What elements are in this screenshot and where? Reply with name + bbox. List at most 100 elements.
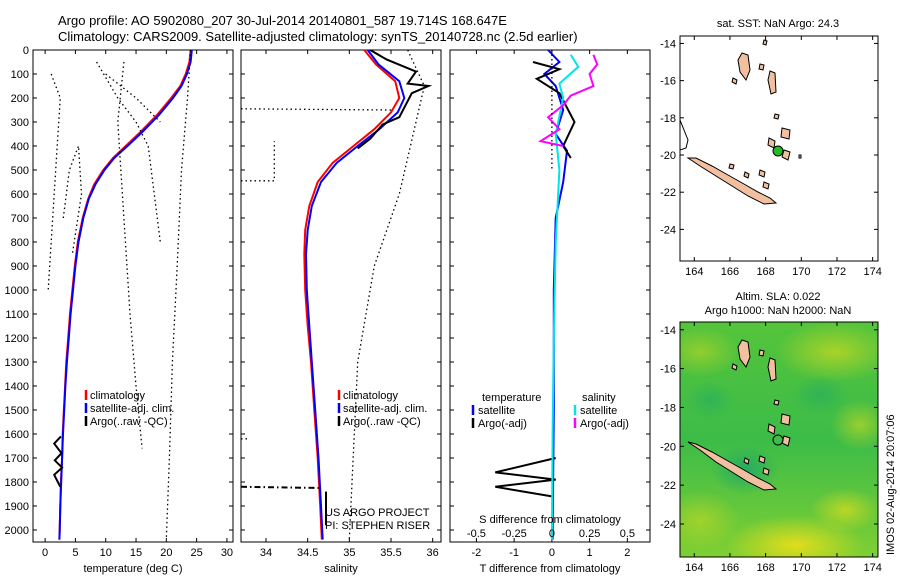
argo-float-marker bbox=[772, 145, 784, 157]
y-tick-label: 700 bbox=[11, 213, 29, 225]
map-y-tick-label: -24 bbox=[660, 519, 676, 531]
x-tick-label: 15 bbox=[130, 547, 142, 559]
s-tick-label: 0 bbox=[549, 528, 555, 540]
map-x-tick-label: 174 bbox=[863, 562, 881, 574]
series-argo-raw-qc- bbox=[52, 435, 64, 488]
s-tick-label: -0.5 bbox=[467, 528, 486, 540]
map-x-tick-label: 170 bbox=[792, 266, 810, 278]
y-tick-label: 0 bbox=[23, 45, 29, 57]
y-tick-label: 200 bbox=[11, 93, 29, 105]
sst-map-title: sat. SST: NaN Argo: 24.3 bbox=[717, 18, 839, 30]
y-tick-label: 1700 bbox=[5, 453, 29, 465]
profile-panel-2: 34 34.5 35 35.5 36 salinity climatologysatelli… bbox=[240, 49, 442, 575]
x-tick-label: 34 bbox=[260, 547, 272, 559]
series-argo-adj- bbox=[538, 54, 599, 147]
map-y-tick-label: -14 bbox=[660, 325, 676, 337]
legend-entry: satellite bbox=[478, 405, 515, 417]
legend-entry: satellite-adj. clim. bbox=[343, 403, 427, 415]
map-y-tick-label: -22 bbox=[660, 480, 676, 492]
x-tick-label: 0 bbox=[42, 547, 48, 559]
series-trace-2 bbox=[495, 457, 556, 498]
map-x-tick-label: 172 bbox=[828, 562, 846, 574]
legend-entry: Argo(-adj) bbox=[580, 418, 629, 430]
series-trace-5 bbox=[348, 49, 425, 540]
y-tick-label: 600 bbox=[11, 189, 29, 201]
legend-entry: Argo(..raw -QC) bbox=[343, 416, 421, 428]
map-x-tick-label: 174 bbox=[863, 266, 881, 278]
series-satellite-adj-clim- bbox=[304, 49, 406, 540]
x-tick-label: 10 bbox=[100, 547, 112, 559]
legend-entry: climatology bbox=[90, 390, 146, 402]
map-x-tick-label: 170 bbox=[792, 562, 810, 574]
map-y-tick-label: -14 bbox=[660, 38, 676, 50]
x-tick-label: 34.5 bbox=[297, 547, 318, 559]
y-tick-label: 1500 bbox=[5, 405, 29, 417]
s-axis-label: S difference from climatology bbox=[479, 514, 621, 526]
y-tick-label: 900 bbox=[11, 261, 29, 273]
y-tick-label: 1800 bbox=[5, 477, 29, 489]
figure-title-line2: Climatology: CARS2009. Satellite-adjuste… bbox=[58, 29, 578, 44]
imos-timestamp-label: IMOS 02-Aug-2014 20:07:06 bbox=[885, 414, 897, 555]
x-tick-label: 0 bbox=[549, 547, 555, 559]
x-tick-label: -1 bbox=[509, 547, 519, 559]
y-tick-label: 400 bbox=[11, 141, 29, 153]
figure-title-line1: Argo profile: AO 5902080_207 30-Jul-2014… bbox=[58, 13, 507, 28]
legend-entry: climatology bbox=[343, 390, 399, 402]
map-x-tick-label: 168 bbox=[756, 266, 774, 278]
sla-map-title2: Argo h1000: NaN h2000: NaN bbox=[705, 305, 852, 317]
plot-frame bbox=[32, 49, 234, 543]
map-x-tick-label: 166 bbox=[721, 562, 739, 574]
legend-entry: Argo(..raw -QC) bbox=[90, 416, 168, 428]
map-y-tick-label: -16 bbox=[660, 364, 676, 376]
sla-map: Altim. SLA: 0.022 Argo h1000: NaN h2000:… bbox=[660, 291, 882, 574]
x-tick-label: 2 bbox=[624, 547, 630, 559]
x-tick-label: 35.5 bbox=[380, 547, 401, 559]
legend-entry: Argo(-adj) bbox=[478, 418, 527, 430]
map-y-tick-label: -16 bbox=[660, 76, 676, 88]
legend-temperature-title: temperature bbox=[482, 392, 541, 404]
y-tick-label: 1400 bbox=[5, 381, 29, 393]
credit-pi: PI: STEPHEN RISER bbox=[325, 520, 430, 532]
map-y-tick-label: -22 bbox=[660, 187, 676, 199]
profile-panel-3: -2 -1 0 1 2T difference from climatology -0.5… bbox=[449, 49, 651, 575]
y-tick-label: 1100 bbox=[5, 309, 29, 321]
x-axis-label: T difference from climatology bbox=[480, 563, 621, 575]
sst-map: sat. SST: NaN Argo: 24.3 164 166 168 170 172… bbox=[660, 18, 882, 278]
y-tick-label: 1300 bbox=[5, 357, 29, 369]
y-tick-label: 300 bbox=[11, 117, 29, 129]
x-axis-label: temperature (deg C) bbox=[83, 563, 182, 575]
legend-salinity-title: salinity bbox=[582, 392, 616, 404]
sla-field bbox=[680, 322, 878, 557]
y-tick-label: 500 bbox=[11, 165, 29, 177]
credit-project: US ARGO PROJECT bbox=[325, 507, 430, 519]
map-y-tick-label: -18 bbox=[660, 113, 676, 125]
plot-frame bbox=[240, 49, 442, 543]
series-trace-6 bbox=[96, 61, 161, 243]
x-tick-label: 25 bbox=[191, 547, 203, 559]
sla-map-title1: Altim. SLA: 0.022 bbox=[736, 291, 821, 303]
x-tick-label: 30 bbox=[221, 547, 233, 559]
map-x-tick-label: 164 bbox=[685, 266, 703, 278]
map-y-tick-label: -20 bbox=[660, 150, 676, 162]
y-tick-label: 1900 bbox=[5, 501, 29, 513]
series-trace-8 bbox=[62, 145, 83, 255]
plot-frame bbox=[449, 49, 651, 543]
series-trace-8 bbox=[241, 141, 275, 182]
y-tick-label: 2000 bbox=[5, 525, 29, 537]
s-tick-label: -0.25 bbox=[502, 528, 527, 540]
map-x-tick-label: 166 bbox=[721, 266, 739, 278]
x-tick-label: -2 bbox=[472, 547, 482, 559]
legend-entry: satellite-adj. clim. bbox=[90, 403, 174, 415]
y-tick-label: 1200 bbox=[5, 333, 29, 345]
map-y-tick-label: -20 bbox=[660, 441, 676, 453]
map-y-tick-label: -18 bbox=[660, 402, 676, 414]
x-axis-label: salinity bbox=[324, 563, 358, 575]
map-y-tick-label: -24 bbox=[660, 224, 676, 236]
sla-map-frame bbox=[679, 321, 879, 558]
series-trace-4 bbox=[117, 61, 143, 449]
map-x-tick-label: 172 bbox=[828, 266, 846, 278]
series-trace-3 bbox=[165, 49, 192, 540]
series-satellite-adj-clim- bbox=[58, 49, 193, 540]
s-tick-label: 0.5 bbox=[620, 528, 635, 540]
